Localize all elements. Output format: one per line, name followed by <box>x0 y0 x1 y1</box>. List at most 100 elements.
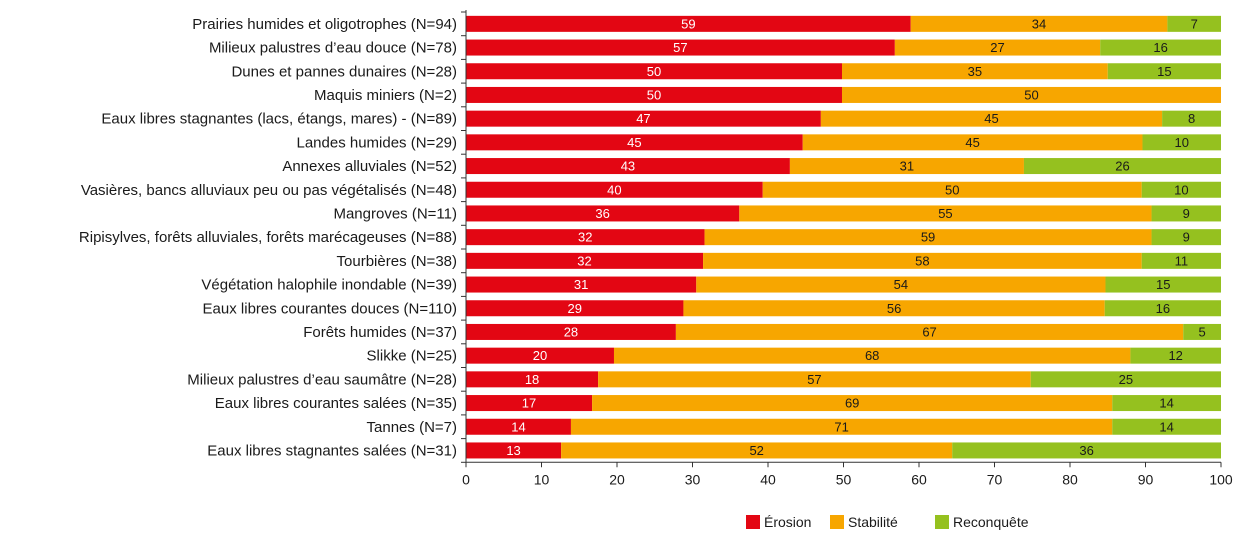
category-label: Forêts humides (N=37) <box>303 324 457 341</box>
data-label: 50 <box>945 182 959 197</box>
bar-segment <box>1141 181 1221 198</box>
category-labels: Prairies humides et oligotrophes (N=94) M… <box>79 16 457 460</box>
bar-segment <box>1112 395 1221 412</box>
bar-segment <box>466 134 803 151</box>
bar-segment <box>1151 229 1221 246</box>
category-label: Tourbières (N=38) <box>337 253 457 270</box>
data-label: 35 <box>968 64 982 79</box>
data-label: 31 <box>574 277 588 292</box>
bar-segment <box>613 347 1131 364</box>
data-label: 50 <box>1024 87 1038 102</box>
category-label: Annexes alluviales (N=52) <box>282 158 457 175</box>
data-label: 54 <box>894 277 908 292</box>
legend-label: Reconquête <box>953 514 1029 530</box>
bar-segment <box>466 39 895 56</box>
data-label: 56 <box>887 301 901 316</box>
data-label: 15 <box>1156 277 1170 292</box>
legend-swatch <box>746 515 760 529</box>
data-label: 16 <box>1156 301 1170 316</box>
data-label: 68 <box>865 348 879 363</box>
category-label: Landes humides (N=29) <box>296 134 457 151</box>
bar-segment <box>696 276 1106 293</box>
x-tick-label: 20 <box>609 471 625 487</box>
data-label: 32 <box>578 230 592 245</box>
data-label: 57 <box>807 372 821 387</box>
bar-segment <box>802 134 1143 151</box>
x-tick-label: 30 <box>685 471 701 487</box>
legend: Érosion Stabilité Reconquête <box>746 514 1029 530</box>
data-label: 11 <box>1175 253 1189 268</box>
data-label: 40 <box>607 182 621 197</box>
bar-segment <box>466 15 911 32</box>
data-label: 32 <box>577 253 591 268</box>
bar-segment <box>466 110 821 127</box>
legend-swatch <box>830 515 844 529</box>
x-tick-label: 70 <box>987 471 1003 487</box>
x-tick-label: 100 <box>1209 471 1233 487</box>
bar-segment <box>466 371 599 388</box>
data-label: 34 <box>1032 16 1046 31</box>
bar-segment <box>1141 252 1221 269</box>
category-label: Mangroves (N=11) <box>333 205 457 222</box>
bar-segment <box>841 63 1108 80</box>
data-label: 45 <box>627 135 641 150</box>
data-label: 9 <box>1183 206 1190 221</box>
data-label: 55 <box>938 206 952 221</box>
bar-segment <box>1167 15 1221 32</box>
category-label: Slikke (N=25) <box>367 348 457 365</box>
category-label: Ripisylves, forêts alluviales, forêts ma… <box>79 229 457 246</box>
data-label: 14 <box>1159 419 1173 434</box>
bar-segment <box>466 86 842 103</box>
x-tick-label: 0 <box>462 471 470 487</box>
bar-segment <box>466 300 684 317</box>
bar-segment <box>703 252 1142 269</box>
bar-segment <box>1183 323 1221 340</box>
data-label: 58 <box>915 253 929 268</box>
bar-segment <box>1130 347 1221 364</box>
data-label: 10 <box>1175 135 1189 150</box>
bar-segment <box>739 205 1152 222</box>
x-tick-label: 40 <box>760 471 776 487</box>
data-label: 45 <box>984 111 998 126</box>
category-label: Eaux libres stagnantes (lacs, étangs, ma… <box>101 111 457 128</box>
data-label: 69 <box>845 396 859 411</box>
x-tick-label: 50 <box>836 471 852 487</box>
bar-segment <box>1151 205 1221 222</box>
bar-segment <box>466 252 704 269</box>
bar-segment <box>1107 63 1221 80</box>
bar-segment <box>466 323 676 340</box>
data-label: 71 <box>834 419 848 434</box>
data-label: 47 <box>636 111 650 126</box>
bar-segment <box>1023 158 1221 175</box>
bar-segment <box>704 229 1152 246</box>
bar-segment <box>1030 371 1221 388</box>
bar-segment <box>675 323 1184 340</box>
data-label: 7 <box>1191 16 1198 31</box>
bar-segment <box>466 181 763 198</box>
data-label: 28 <box>564 324 578 339</box>
data-label: 16 <box>1153 40 1167 55</box>
data-label: 59 <box>921 230 935 245</box>
x-tick-label: 10 <box>534 471 550 487</box>
data-label: 18 <box>525 372 539 387</box>
bar-segment <box>789 158 1024 175</box>
bar-segment <box>592 395 1113 412</box>
bar-segment <box>1112 418 1221 435</box>
category-label: Eaux libres courantes douces (N=110) <box>203 300 457 317</box>
category-label: Dunes et pannes dunaires (N=28) <box>231 63 457 80</box>
data-label: 36 <box>1079 443 1093 458</box>
bar-segment <box>466 418 571 435</box>
category-label: Tannes (N=7) <box>367 419 457 436</box>
bar-segment <box>1105 276 1221 293</box>
category-label: Milieux palustres d’eau douce (N=78) <box>209 40 457 57</box>
category-label: Maquis miniers (N=2) <box>314 87 457 104</box>
data-label: 26 <box>1115 159 1129 174</box>
bar-segment <box>820 110 1163 127</box>
category-label: Eaux libres stagnantes salées (N=31) <box>207 442 457 459</box>
legend-label: Érosion <box>764 514 811 530</box>
data-label: 59 <box>681 16 695 31</box>
bar-segment <box>910 15 1168 32</box>
legend-label: Stabilité <box>848 514 898 530</box>
bar-segment <box>762 181 1142 198</box>
